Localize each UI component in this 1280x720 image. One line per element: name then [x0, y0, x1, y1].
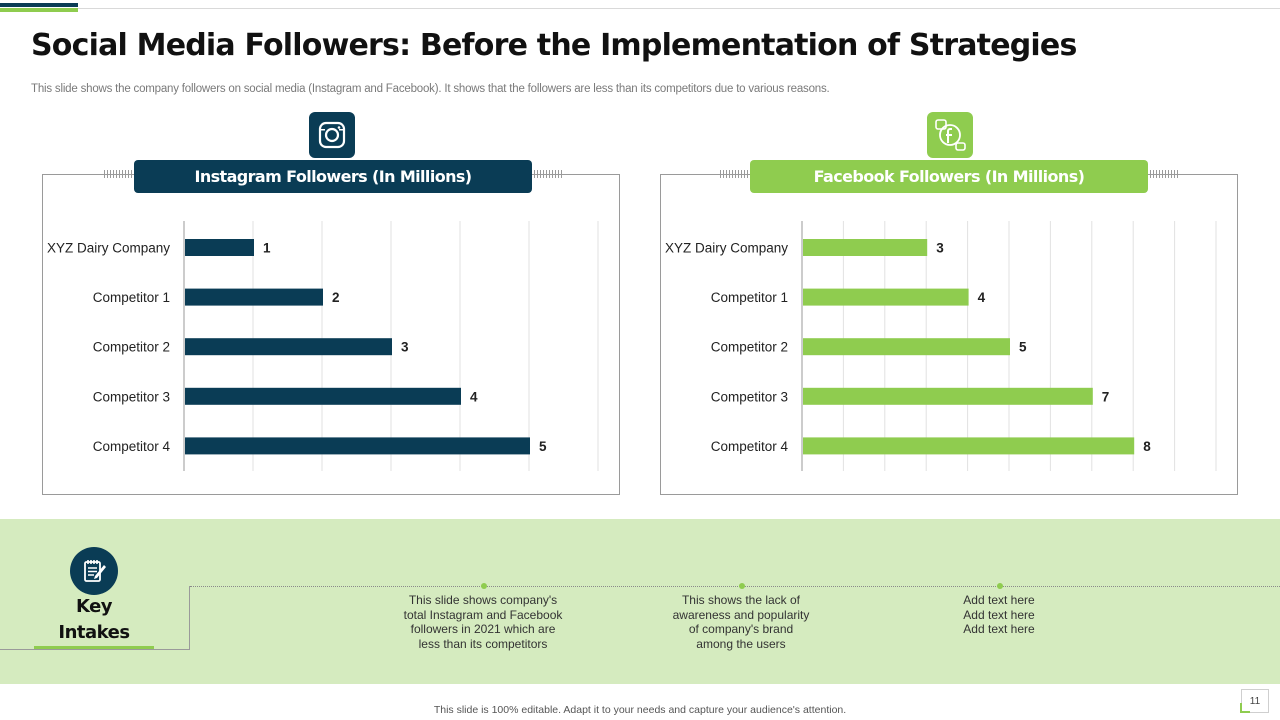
category-label: Competitor 1 — [711, 290, 788, 305]
facebook-chart-panel: XYZ Dairy Company 3 Competitor 1 4 Competito… — [660, 174, 1238, 495]
key-intakes-title-line1: Key — [75, 596, 113, 617]
accent-bar-dark — [0, 3, 78, 7]
intake-line: Add text here — [963, 593, 1035, 607]
intakes-dotted-connector — [190, 586, 1280, 587]
panel-tick-decoration — [104, 170, 132, 178]
key-intakes-underline — [34, 646, 154, 649]
key-intakes-title: Key Intakes — [34, 594, 154, 646]
intake-dot — [481, 583, 487, 589]
facebook-chart-header: Facebook Followers (In Millions) — [750, 160, 1148, 193]
instagram-icon — [309, 112, 355, 158]
category-label: Competitor 2 — [93, 340, 170, 355]
intake-line: followers in 2021 which are — [410, 622, 556, 636]
slide-title: Social Media Followers: Before the Imple… — [31, 28, 1077, 63]
intake-text-1: This slide shows company's total Instagr… — [393, 593, 573, 651]
bar — [185, 288, 323, 306]
data-label: 3 — [401, 340, 409, 355]
data-label: 5 — [539, 439, 547, 454]
bar — [803, 288, 969, 306]
category-label: Competitor 3 — [711, 389, 788, 404]
bar — [803, 338, 1010, 356]
slide-footer: This slide is 100% editable. Adapt it to… — [433, 704, 847, 716]
data-label: 1 — [263, 241, 271, 256]
intake-line: This slide shows company's — [408, 593, 558, 607]
key-intakes-title-line2: Intakes — [58, 622, 130, 643]
instagram-bar-chart: XYZ Dairy Company 1 Competitor 1 2 Competito… — [47, 221, 599, 471]
intake-line: total Instagram and Facebook — [403, 607, 563, 622]
data-label: 7 — [1102, 389, 1110, 404]
instagram-chart-panel: XYZ Dairy Company 1 Competitor 1 2 Competito… — [42, 174, 620, 495]
key-box-border — [189, 586, 190, 650]
key-intakes-band — [0, 519, 1280, 684]
bar — [803, 387, 1093, 405]
intake-line: awareness and popularity — [672, 607, 810, 622]
category-label: Competitor 1 — [93, 290, 170, 305]
notepad-pen-icon — [70, 547, 118, 595]
data-label: 2 — [332, 290, 340, 305]
intake-text-3: Add text here Add text here Add text her… — [909, 593, 1089, 637]
bar — [185, 338, 392, 356]
data-label: 4 — [978, 290, 986, 305]
category-label: Competitor 2 — [711, 340, 788, 355]
category-label: XYZ Dairy Company — [47, 241, 170, 256]
bar — [803, 239, 928, 256]
intake-line: This shows the lack of — [681, 593, 801, 607]
intake-line: Add text here — [963, 607, 1035, 622]
data-label: 3 — [936, 241, 944, 256]
panel-tick-decoration — [534, 170, 562, 178]
data-label: 4 — [470, 389, 478, 404]
top-rule — [0, 8, 1280, 9]
bar — [185, 437, 530, 455]
intake-line: less than its competitors — [418, 636, 548, 651]
facebook-bar-chart: XYZ Dairy Company 3 Competitor 1 4 Competito… — [665, 221, 1217, 471]
bar — [185, 239, 254, 256]
corner-accent — [1240, 703, 1250, 713]
accent-bar-green — [0, 8, 78, 12]
facebook-chat-icon — [927, 112, 973, 158]
intake-dot — [997, 583, 1003, 589]
intake-line: Add text here — [963, 622, 1035, 636]
intake-line: of company's brand — [688, 622, 794, 636]
slide-subtitle: This slide shows the company followers o… — [31, 83, 830, 95]
bar — [803, 437, 1135, 455]
panel-tick-decoration — [1150, 170, 1178, 178]
intake-line: among the users — [696, 636, 786, 651]
category-label: Competitor 4 — [711, 439, 789, 454]
data-label: 5 — [1019, 340, 1027, 355]
category-label: Competitor 3 — [93, 389, 170, 404]
key-box-border — [0, 649, 190, 650]
category-label: Competitor 4 — [93, 439, 171, 454]
instagram-chart-header: Instagram Followers (In Millions) — [134, 160, 532, 193]
category-label: XYZ Dairy Company — [665, 241, 788, 256]
page-number: 11 — [1241, 689, 1269, 713]
bar — [185, 387, 461, 405]
data-label: 8 — [1143, 439, 1151, 454]
intake-dot — [739, 583, 745, 589]
intake-text-2: This shows the lack of awareness and pop… — [651, 593, 831, 651]
panel-tick-decoration — [720, 170, 748, 178]
